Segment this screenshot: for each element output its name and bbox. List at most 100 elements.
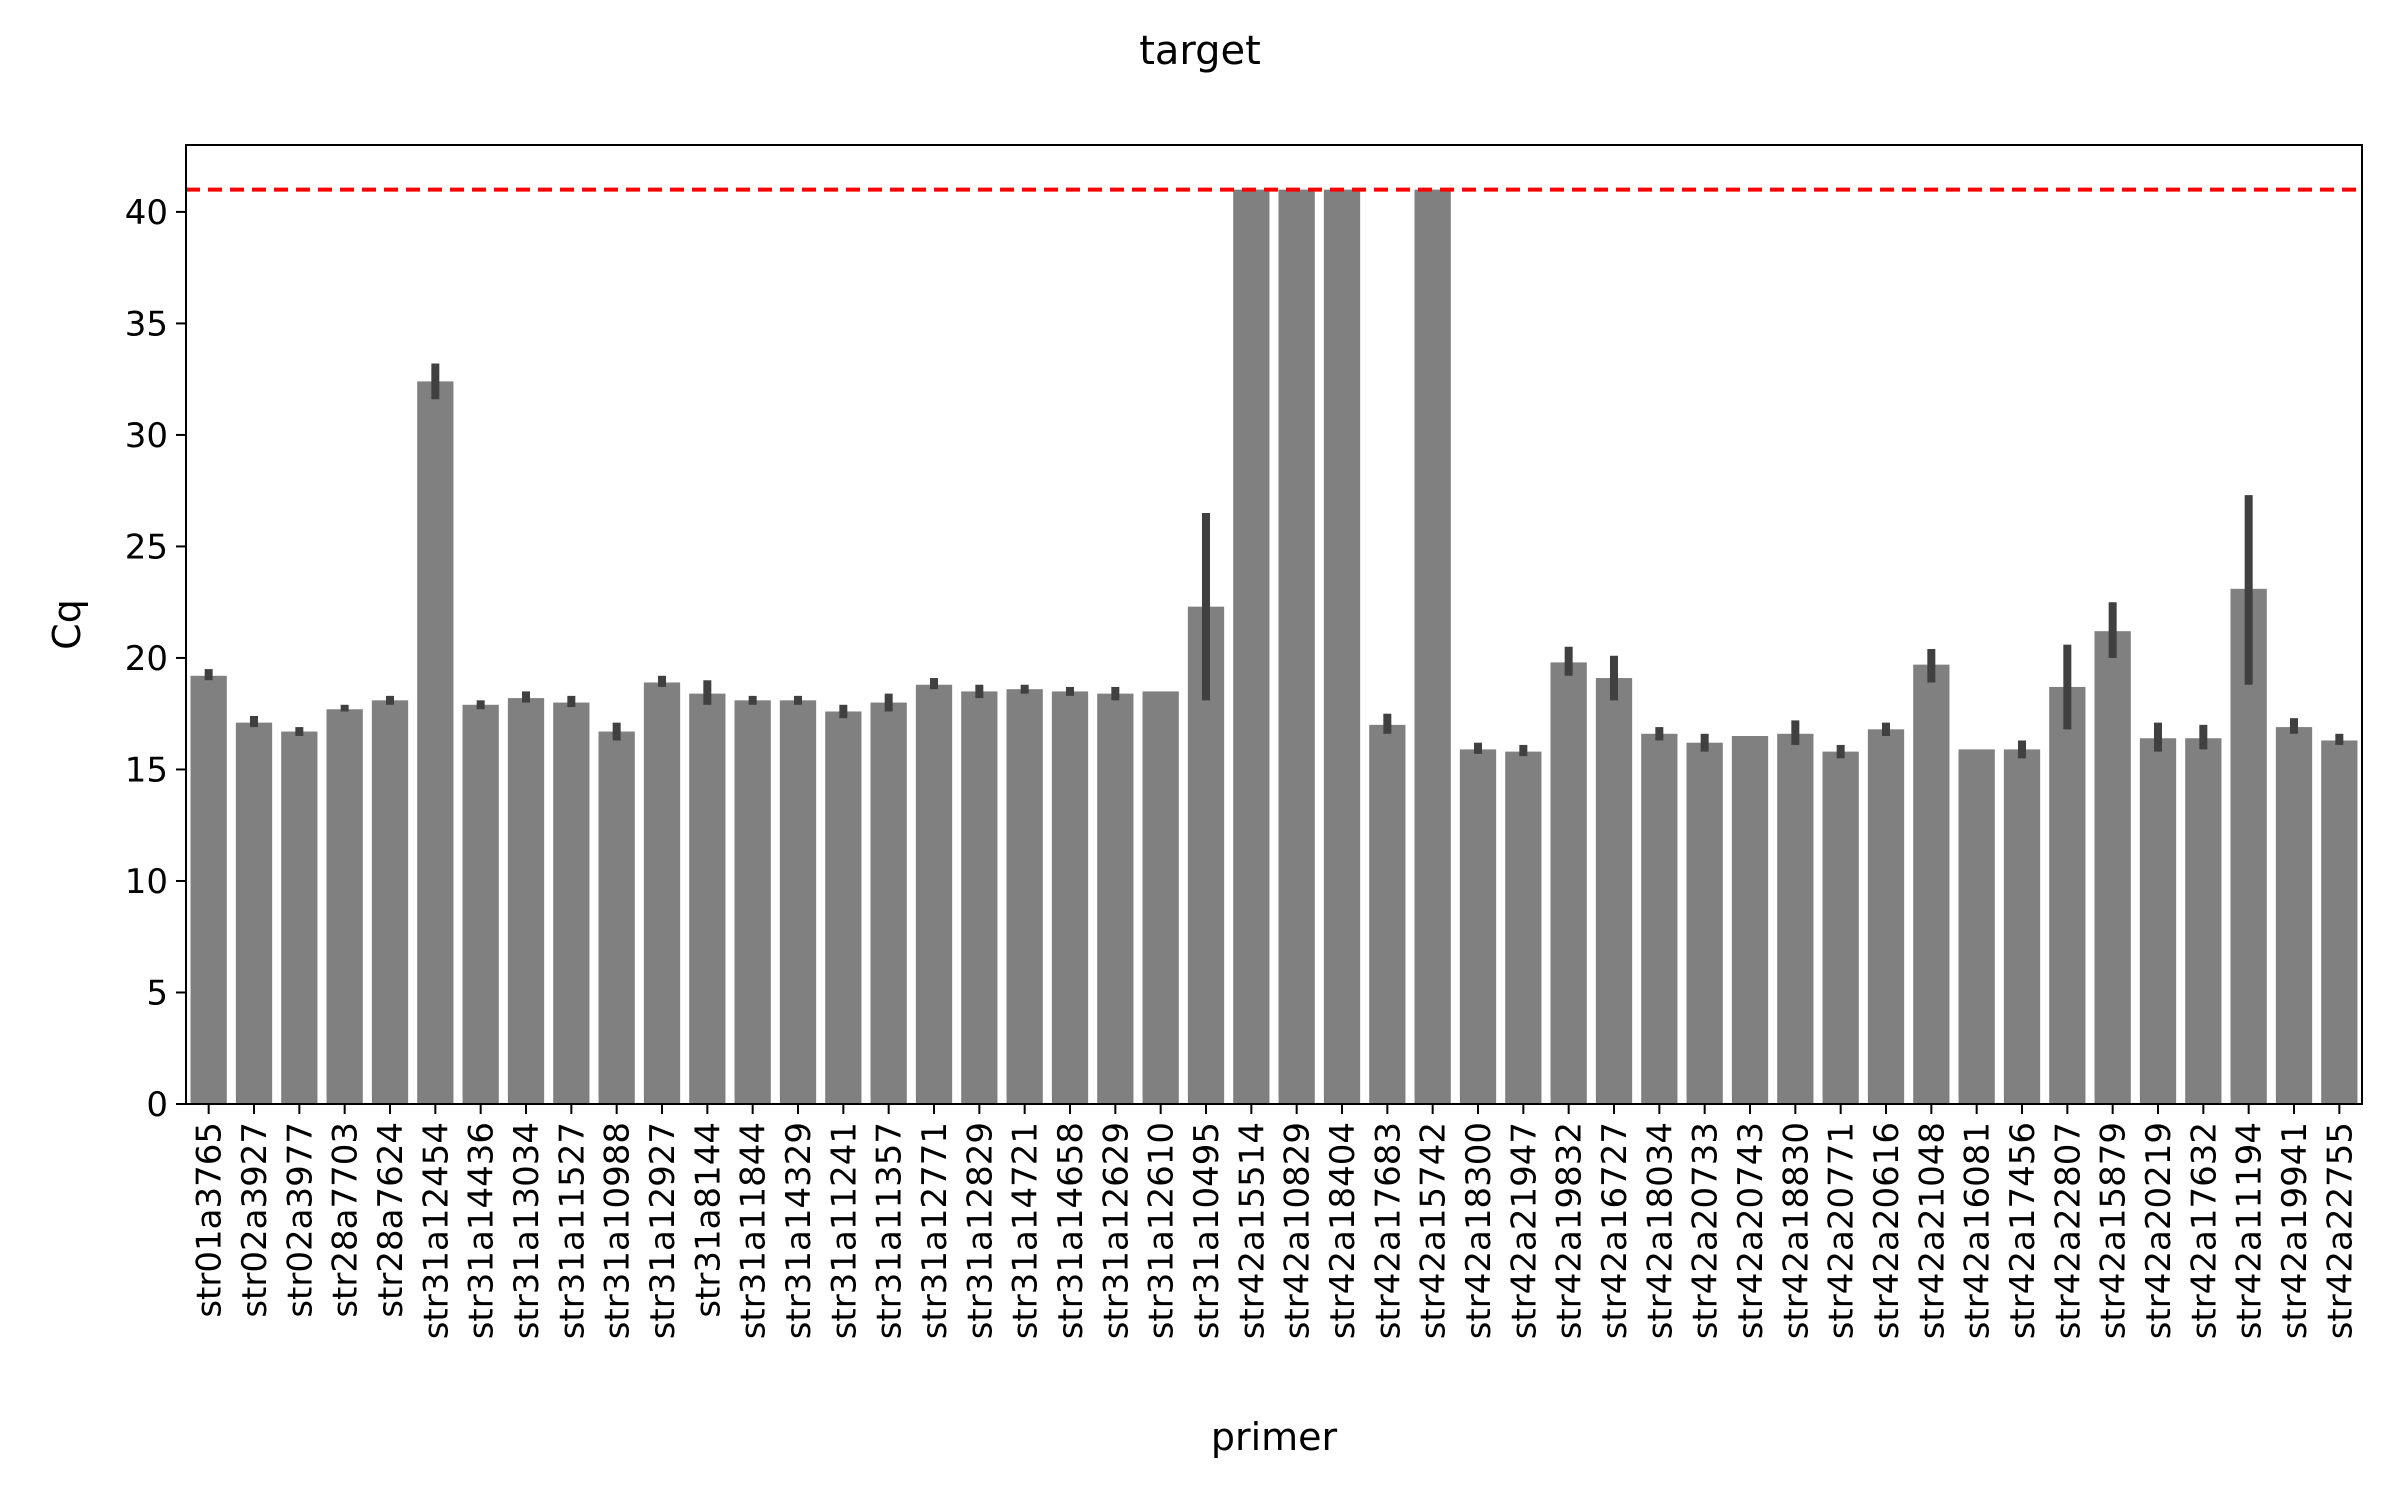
x-tick-label: str31a12454 [416,1122,456,1339]
y-tick-label: 20 [125,639,168,679]
bar [734,700,771,1104]
x-tick-label: str31a12771 [915,1122,955,1339]
bar [553,702,590,1104]
x-tick-label: str42a20733 [1686,1122,1726,1339]
bar [462,704,499,1104]
bar [1913,664,1950,1104]
plot-area [185,144,2363,1105]
bar [1686,742,1723,1104]
x-tick-label: str42a19941 [2275,1122,2315,1339]
x-tick-label: str42a19832 [1550,1122,1590,1339]
x-tick-label: str31a14329 [779,1122,819,1339]
bar [1142,691,1179,1104]
bar [2185,738,2222,1104]
y-tick-label: 10 [125,862,168,902]
x-tick-label: str31a12829 [960,1122,1000,1339]
bar [1731,736,1769,1104]
bar [1006,689,1043,1104]
x-tick-label: str31a10495 [1187,1122,1227,1339]
bar [779,700,817,1104]
y-tick-label: 5 [146,973,168,1013]
x-tick-label: str42a18404 [1323,1122,1363,1339]
bar [1550,662,1587,1104]
bar [417,381,454,1104]
bar [1233,189,1270,1105]
bar [1459,749,1497,1104]
bar [1505,751,1542,1104]
bar [1958,749,1995,1104]
bar [1278,189,1315,1105]
x-tick-label: str42a15742 [1414,1122,1454,1339]
x-tick-label: str02a3927 [235,1122,275,1318]
bar [190,675,227,1104]
x-tick-label: str42a10829 [1278,1122,1318,1339]
x-tick-label: str31a14436 [462,1122,502,1339]
bar [1641,733,1678,1104]
bar [1369,724,1406,1104]
bar [1777,733,1814,1104]
y-tick-label: 25 [125,527,168,567]
bar [1822,751,1859,1104]
x-tick-label: str31a14721 [1006,1122,1046,1339]
bar [1867,729,1905,1104]
y-tick-label: 40 [125,193,168,233]
y-tick-label: 35 [125,304,168,344]
x-tick-label: str31a11527 [552,1122,592,1339]
x-tick-label: str01a3765 [190,1122,230,1318]
bar [598,731,635,1104]
x-tick-label: str28a7624 [371,1122,411,1318]
bar [2321,740,2358,1104]
bar [235,722,273,1104]
x-tick-label: str42a20219 [2139,1122,2179,1339]
x-tick-label: str31a12610 [1142,1122,1182,1339]
x-tick-label: str31a12927 [643,1122,683,1339]
x-tick-label: str31a8144 [688,1122,728,1318]
x-tick-label: str31a10988 [598,1122,638,1339]
y-tick-label: 0 [146,1085,168,1125]
x-tick-label: str31a12629 [1096,1122,1136,1339]
x-tick-label: str28a7703 [326,1122,366,1318]
bar [643,682,681,1104]
x-tick-label: str02a3977 [280,1122,320,1318]
x-tick-label: str31a11241 [824,1122,864,1339]
x-tick-label: str42a16727 [1595,1122,1635,1339]
bar [915,684,953,1104]
error-bars [204,363,2344,759]
bar [2003,749,2041,1104]
x-tick-label: str42a17632 [2184,1122,2224,1339]
bar [961,691,998,1104]
x-tick-label: str42a17683 [1368,1122,1408,1339]
bar [2139,738,2177,1104]
y-axis: 0 5 10 15 20 25 30 35 40 [125,193,186,1125]
x-tick-label: str42a21947 [1504,1122,1544,1339]
bar [2094,631,2131,1104]
x-tick-label: str42a20616 [1867,1122,1907,1339]
bar [870,702,907,1104]
bar [2049,686,2086,1104]
y-axis-label: Cq [45,599,89,650]
x-tick-label: str31a11844 [734,1122,774,1339]
bar [1051,691,1089,1104]
x-tick-label: str42a21048 [1912,1122,1952,1339]
bar [281,731,318,1104]
x-tick-label: str42a15514 [1232,1122,1272,1339]
bar [1097,693,1134,1104]
bar [1595,678,1633,1104]
x-tick-label: str42a15879 [2094,1122,2134,1339]
x-tick-label: str42a17456 [2003,1122,2043,1339]
bar [825,711,862,1104]
bar [371,700,409,1104]
bar [689,693,726,1104]
x-tick-label: str31a11357 [870,1122,910,1339]
x-tick-label: str31a13034 [507,1122,547,1339]
y-tick-label: 15 [125,750,168,790]
bars [190,189,2358,1105]
x-tick-label: str42a20771 [1822,1122,1862,1339]
x-tick-label: str42a18300 [1459,1122,1499,1339]
plot-frame [185,144,2363,1105]
bar [1323,189,1361,1105]
y-tick-label: 30 [125,416,168,456]
x-tick-label: str42a16081 [1958,1122,1998,1339]
x-axis-label: primer [1211,1415,1338,1459]
